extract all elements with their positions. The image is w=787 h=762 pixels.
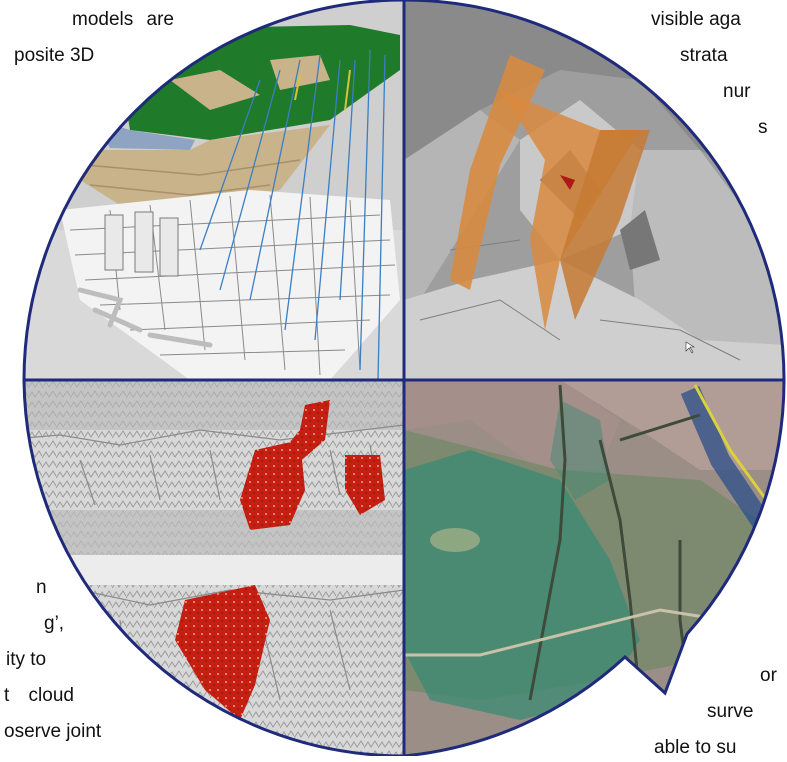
text-bottom-right-line-1: or: [760, 665, 777, 686]
text-bottom-right-line-2: surve: [707, 701, 754, 722]
text-bottom-right-line-3: able to su: [654, 737, 737, 758]
text-top-left-line-1: models are: [58, 9, 174, 30]
text-top-left-line-2: posite 3D: [14, 45, 95, 66]
text-top-right-line-4: s: [758, 117, 768, 138]
text-bottom-left-line-5: oserve joint: [4, 721, 102, 742]
text-bottom-left-line-2: g’,: [44, 613, 65, 634]
text-top-right-line-1: visible aga: [651, 9, 741, 30]
text-bottom-left-line-3: ity to: [6, 649, 47, 670]
text-top-right-line-2: strata: [680, 45, 728, 66]
panel-3d-model: [24, 0, 404, 380]
text-bottom-left-line-4: t cloud: [4, 685, 74, 706]
panel-fault-planes: [404, 0, 785, 380]
text-top-right-line-3: nur: [723, 81, 751, 102]
text-bottom-left-line-1: n: [36, 577, 47, 598]
